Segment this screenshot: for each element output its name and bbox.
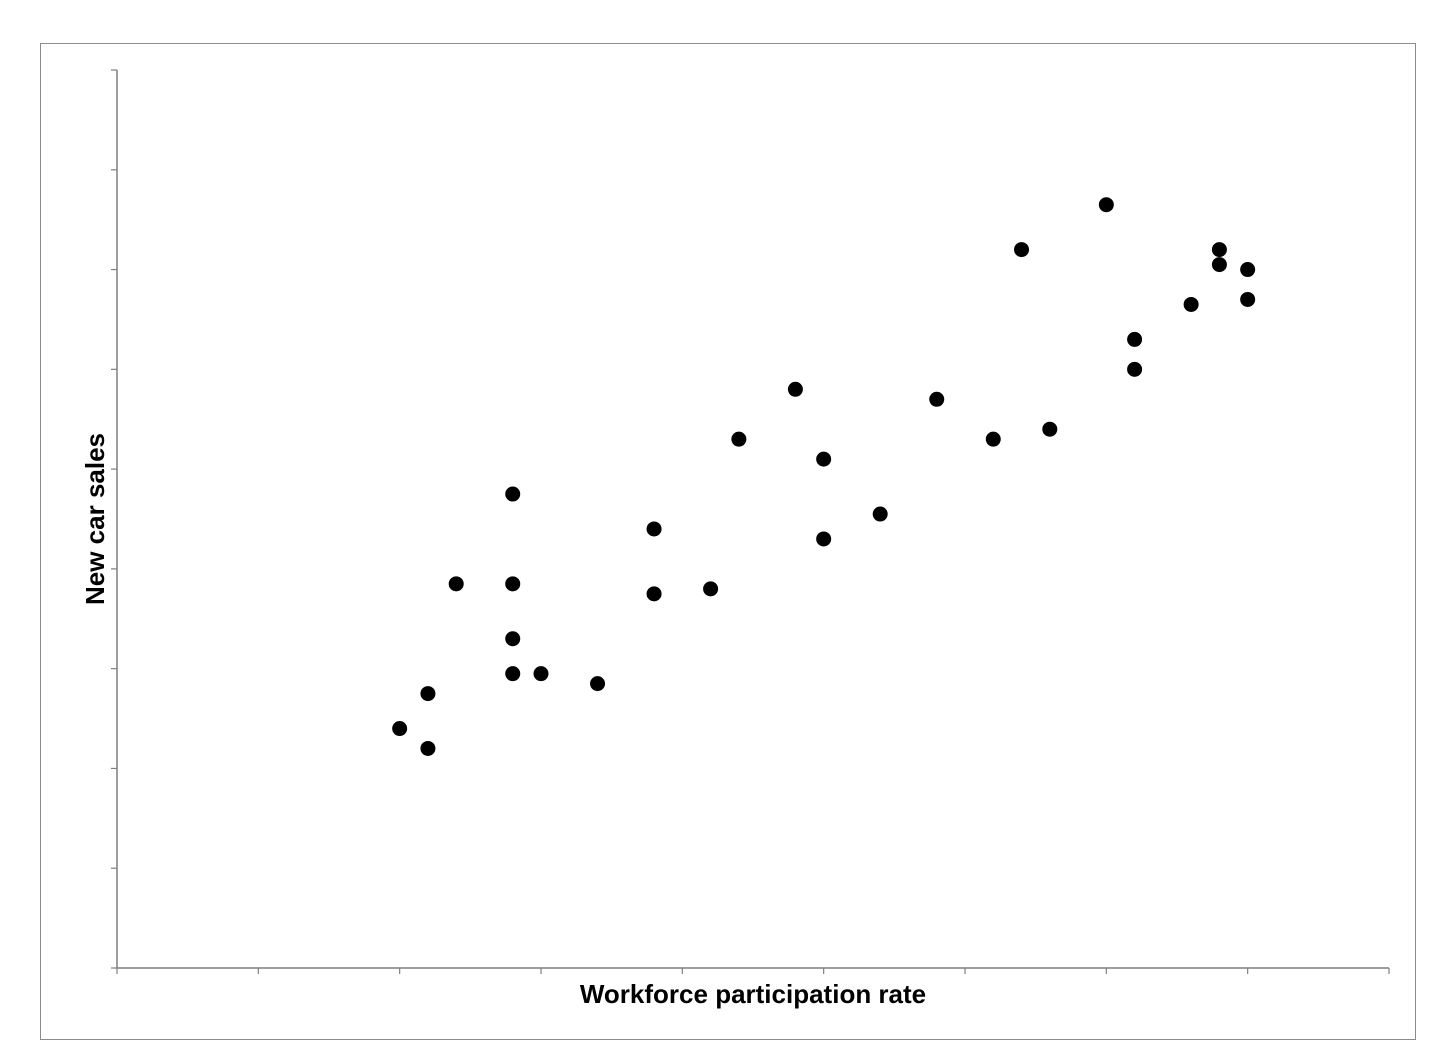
data-point: [816, 451, 832, 467]
data-point: [533, 666, 549, 682]
data-point: [392, 721, 408, 737]
data-point: [505, 666, 521, 682]
data-point: [505, 576, 521, 592]
data-point: [1127, 361, 1143, 377]
data-point: [1211, 257, 1227, 273]
data-point: [787, 381, 803, 397]
data-point: [1211, 242, 1227, 258]
data-point: [816, 531, 832, 547]
data-point: [646, 586, 662, 602]
data-point: [448, 576, 464, 592]
data-point: [872, 506, 888, 522]
data-point: [420, 740, 436, 756]
y-axis-title: New car sales: [80, 433, 110, 605]
data-point: [985, 431, 1001, 447]
data-point: [1240, 262, 1256, 278]
data-point: [1127, 331, 1143, 347]
data-point: [1240, 291, 1256, 307]
data-point: [590, 676, 606, 692]
data-point: [505, 631, 521, 647]
data-point: [703, 581, 719, 597]
data-points: [392, 197, 1256, 756]
data-point: [505, 486, 521, 502]
data-point: [1098, 197, 1114, 213]
axis-ticks: [111, 69, 1390, 974]
data-point: [1183, 296, 1199, 312]
data-point: [731, 431, 747, 447]
x-axis-title: Workforce participation rate: [580, 979, 926, 1009]
axes: [116, 70, 1389, 969]
chart-frame: [40, 43, 1416, 1040]
data-point: [929, 391, 945, 407]
data-point: [1014, 242, 1030, 258]
data-point: [646, 521, 662, 537]
data-point: [1042, 421, 1058, 437]
data-point: [420, 686, 436, 702]
